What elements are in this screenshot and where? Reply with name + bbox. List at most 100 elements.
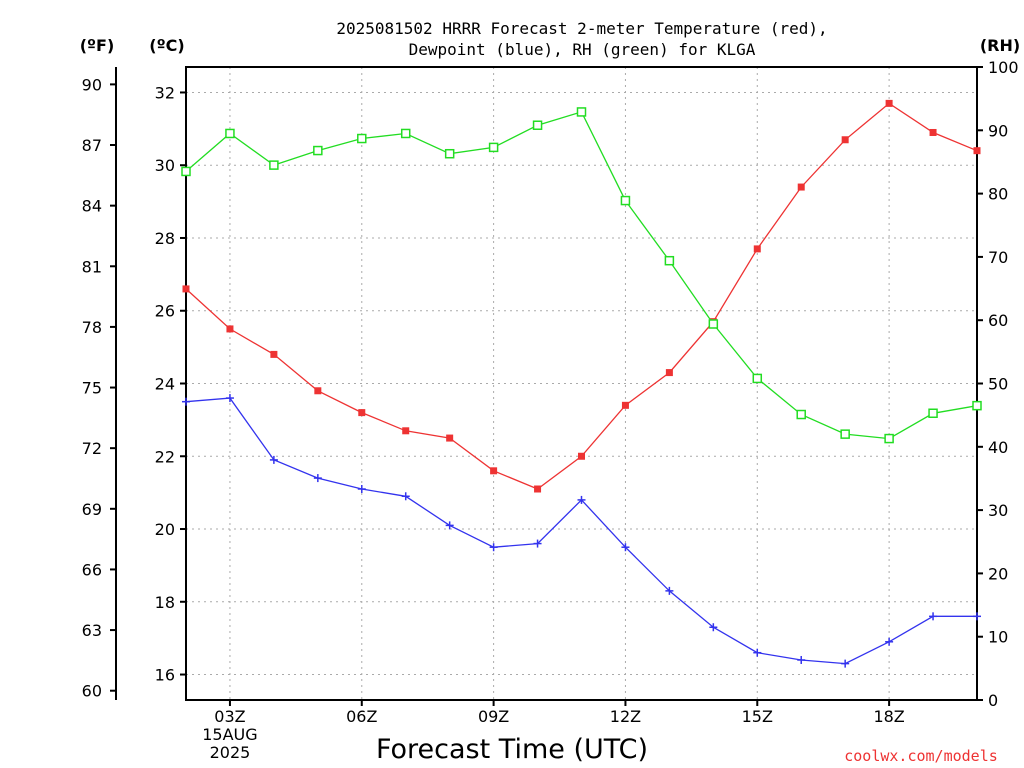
temperature-point bbox=[490, 467, 498, 475]
fahrenheit-tick-label: 90 bbox=[82, 75, 102, 94]
rh-point bbox=[708, 319, 719, 329]
rh-point bbox=[269, 160, 279, 170]
temperature-point bbox=[534, 485, 542, 493]
temperature-point bbox=[314, 387, 322, 395]
fahrenheit-tick-label: 63 bbox=[82, 621, 102, 640]
temperature-point bbox=[973, 147, 981, 155]
rh-point bbox=[225, 128, 235, 139]
rh-point bbox=[796, 409, 806, 420]
rh-unit-label: (RH) bbox=[980, 36, 1020, 55]
rh-point bbox=[664, 255, 675, 266]
x-tick-label: 09Z bbox=[478, 707, 509, 726]
x-tick-label: 18Z bbox=[873, 707, 904, 726]
celsius-tick-label: 20 bbox=[155, 520, 175, 539]
rh-tick-label: 10 bbox=[988, 628, 1008, 647]
temperature-point bbox=[578, 452, 585, 460]
fahrenheit-tick-label: 60 bbox=[82, 682, 102, 701]
x-tick-label: 15AUG bbox=[202, 725, 257, 744]
celsius-tick-label: 30 bbox=[155, 156, 175, 175]
celsius-tick-label: 28 bbox=[155, 229, 175, 248]
rh-point bbox=[928, 408, 938, 419]
dewpoint-point bbox=[357, 485, 366, 493]
rh-tick-label: 70 bbox=[988, 248, 1008, 267]
rh-point bbox=[488, 142, 499, 153]
temperature-point bbox=[929, 128, 937, 136]
celsius-tick-label: 16 bbox=[155, 666, 175, 685]
dewpoint-point bbox=[225, 394, 234, 403]
rh-point bbox=[752, 373, 763, 384]
rh-point bbox=[972, 400, 982, 411]
temperature-point bbox=[841, 136, 849, 144]
temperature-point bbox=[665, 369, 673, 377]
temperature-point bbox=[797, 183, 805, 191]
grid bbox=[186, 67, 977, 700]
rh-tick-label: 100 bbox=[988, 58, 1019, 77]
x-tick-label: 15Z bbox=[742, 707, 773, 726]
rh-tick-label: 20 bbox=[988, 564, 1008, 583]
series-line-dewpoint bbox=[185, 397, 977, 665]
rh-point bbox=[181, 166, 191, 177]
rh-tick-label: 90 bbox=[988, 121, 1008, 140]
temperature-point bbox=[402, 427, 410, 435]
rh-point bbox=[400, 128, 411, 139]
dewpoint-point bbox=[313, 474, 322, 483]
celsius-tick-label: 32 bbox=[155, 83, 175, 102]
series-lines bbox=[181, 99, 982, 668]
dewpoint-point bbox=[797, 655, 806, 664]
celsius-unit-label: (ºC) bbox=[149, 36, 184, 55]
rh-point bbox=[532, 120, 543, 130]
dewpoint-point bbox=[753, 648, 762, 657]
axes: 60 63 66 69 72 75 78 81 84 87 90 16 18 20 22 24 26 28 30 32… bbox=[82, 58, 1019, 762]
x-tick-label: 12Z bbox=[610, 707, 641, 726]
rh-tick-label: 0 bbox=[988, 691, 998, 710]
rh-tick-label: 30 bbox=[988, 501, 1008, 520]
fahrenheit-tick-label: 75 bbox=[82, 379, 102, 398]
rh-tick-label: 60 bbox=[988, 311, 1008, 330]
temperature-point bbox=[446, 434, 454, 442]
dewpoint-point bbox=[489, 543, 498, 552]
dewpoint-point bbox=[445, 521, 454, 530]
dewpoint-point bbox=[885, 637, 894, 646]
series-line-temperature bbox=[185, 102, 978, 490]
rh-point bbox=[840, 429, 850, 439]
rh-tick-label: 80 bbox=[988, 185, 1008, 204]
fahrenheit-tick-label: 72 bbox=[82, 439, 102, 458]
rh-point bbox=[313, 145, 323, 156]
rh-point bbox=[576, 107, 587, 117]
rh-tick-label: 50 bbox=[988, 375, 1008, 394]
rh-point bbox=[357, 133, 367, 144]
fahrenheit-tick-label: 78 bbox=[82, 318, 102, 337]
dewpoint-point bbox=[973, 612, 981, 621]
celsius-tick-label: 18 bbox=[155, 593, 175, 612]
dewpoint-point bbox=[401, 492, 410, 501]
temperature-point bbox=[270, 350, 278, 358]
x-tick-label: 03Z bbox=[214, 707, 245, 726]
dewpoint-point bbox=[841, 659, 850, 668]
fahrenheit-tick-label: 69 bbox=[82, 500, 102, 519]
rh-point bbox=[620, 195, 631, 206]
fahrenheit-unit-label: (ºF) bbox=[80, 36, 115, 55]
temperature-point bbox=[885, 99, 893, 107]
dewpoint-point bbox=[577, 495, 586, 504]
dewpoint-point bbox=[929, 612, 938, 621]
series-line-rh bbox=[185, 111, 978, 440]
chart-title-line2: Dewpoint (blue), RH (green) for KLGA bbox=[409, 40, 756, 59]
dewpoint-point bbox=[269, 455, 278, 464]
x-axis-label: Forecast Time (UTC) bbox=[376, 734, 648, 765]
dewpoint-point bbox=[621, 543, 630, 552]
temperature-point bbox=[182, 285, 190, 293]
chart-title-line1: 2025081502 HRRR Forecast 2-meter Tempera… bbox=[336, 19, 827, 38]
dewpoint-point bbox=[665, 586, 674, 595]
temperature-point bbox=[753, 245, 761, 253]
rh-point bbox=[444, 148, 455, 159]
celsius-tick-label: 22 bbox=[155, 447, 175, 466]
rh-point bbox=[884, 433, 894, 444]
fahrenheit-tick-label: 84 bbox=[82, 197, 102, 216]
fahrenheit-tick-label: 87 bbox=[82, 136, 102, 155]
dewpoint-point bbox=[709, 623, 718, 632]
temperature-point bbox=[226, 325, 234, 333]
celsius-tick-label: 24 bbox=[155, 375, 175, 394]
temperature-point bbox=[358, 409, 366, 417]
rh-tick-label: 40 bbox=[988, 438, 1008, 457]
